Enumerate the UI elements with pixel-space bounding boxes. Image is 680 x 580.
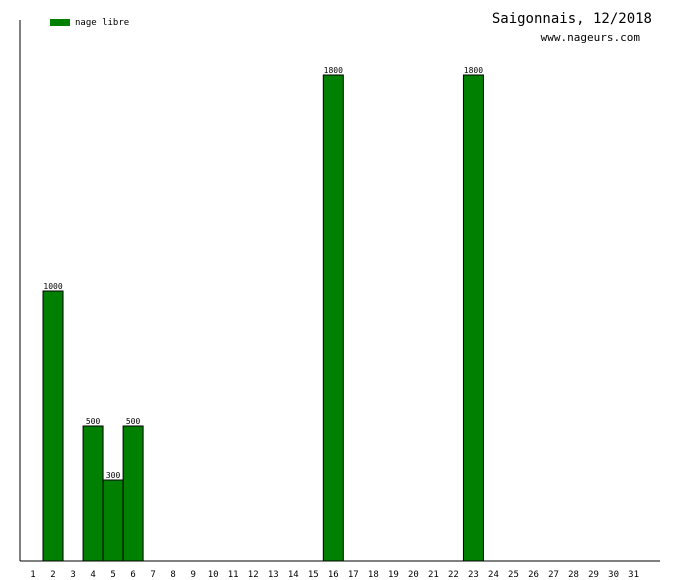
x-tick-label: 20 <box>408 570 419 580</box>
bars-group: 1000 500 300 500 1800 1800 <box>42 66 484 562</box>
x-tick-label: 16 <box>328 570 339 580</box>
bar-value-label: 500 <box>86 417 101 426</box>
x-tick-label: 14 <box>288 570 299 580</box>
bar <box>122 425 144 562</box>
bar-value-label: 1000 <box>43 282 62 291</box>
bar <box>82 425 104 562</box>
x-tick-label: 6 <box>130 570 135 580</box>
x-tick-label: 15 <box>308 570 319 580</box>
x-tick-label: 4 <box>90 570 95 580</box>
x-tick-label: 27 <box>548 570 559 580</box>
bar <box>322 74 344 562</box>
legend-swatch <box>50 19 70 26</box>
x-tick-label: 25 <box>508 570 519 580</box>
bar <box>102 479 124 562</box>
x-tick-label: 5 <box>110 570 115 580</box>
x-tick-labels: 1 2 3 4 5 6 7 8 9 10 11 12 13 14 15 16 17 18 19 20 21 22 23 24 2… <box>30 570 639 580</box>
x-tick-label: 19 <box>388 570 399 580</box>
chart-subtitle: www.nageurs.com <box>541 31 641 44</box>
x-tick-label: 31 <box>628 570 639 580</box>
chart-title: Saigonnais, 12/2018 <box>492 11 652 27</box>
bar-value-label: 1800 <box>464 66 483 75</box>
x-tick-label: 24 <box>488 570 499 580</box>
x-tick-label: 10 <box>208 570 219 580</box>
legend-label: nage libre <box>75 18 129 28</box>
x-tick-label: 1 <box>30 570 35 580</box>
x-tick-label: 2 <box>50 570 55 580</box>
x-tick-label: 23 <box>468 570 479 580</box>
x-tick-label: 18 <box>368 570 379 580</box>
x-tick-label: 12 <box>248 570 259 580</box>
x-tick-label: 17 <box>348 570 359 580</box>
x-tick-label: 8 <box>170 570 175 580</box>
x-tick-label: 26 <box>528 570 539 580</box>
x-tick-label: 3 <box>70 570 75 580</box>
x-tick-label: 29 <box>588 570 599 580</box>
x-tick-label: 30 <box>608 570 619 580</box>
x-tick-label: 7 <box>150 570 155 580</box>
x-tick-label: 28 <box>568 570 579 580</box>
bar <box>42 290 64 562</box>
x-tick-label: 22 <box>448 570 459 580</box>
x-tick-label: 13 <box>268 570 279 580</box>
bar-value-label: 500 <box>126 417 141 426</box>
x-tick-label: 11 <box>228 570 239 580</box>
bar <box>462 74 484 562</box>
bar-value-label: 300 <box>106 471 121 480</box>
bar-value-label: 1800 <box>324 66 343 75</box>
x-tick-label: 21 <box>428 570 439 580</box>
x-tick-label: 9 <box>190 570 195 580</box>
